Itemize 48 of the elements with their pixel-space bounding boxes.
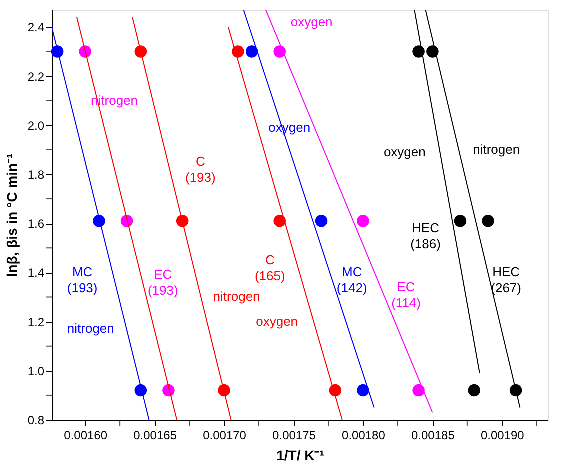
y-tick-label: 1.8 [28,168,45,182]
point [412,46,425,58]
point [315,215,328,228]
x-tick-label: 0.00165 [134,428,178,442]
x-tick-label: 0.00175 [272,428,316,442]
point [218,384,230,397]
point [357,215,370,228]
annotation: nitrogen [213,289,260,304]
annotation: HEC (267) [491,264,522,296]
y-tick-label: 2.4 [28,20,45,35]
x-tick-label: 0.00185 [411,428,456,442]
y-tick-label: 1.0 [28,364,45,378]
x-tick-label: 0.00170 [203,428,247,442]
annotation: C (193) [185,154,216,186]
y-tick-label: 0.8 [28,414,45,428]
annotation: EC (193) [148,267,178,298]
x-tick-label: 0.00160 [64,428,108,442]
x-axis-title: 1/T/ K⁻¹ [276,448,325,464]
point [329,384,342,397]
point [454,215,467,228]
annotation: EC (114) [392,279,421,310]
annotation: oxygen [384,144,426,160]
annotation: oxygen [256,314,298,329]
annotation: nitrogen [67,321,114,336]
y-axis-title: lnβ, βis in °C min⁻¹ [4,153,20,278]
y-tick-label: 1.2 [28,315,45,330]
point [412,384,425,397]
point [93,215,106,228]
y-tick-label: 1.6 [28,217,45,232]
point [274,215,286,228]
point [232,46,244,58]
y-tick-label: 2.0 [28,118,45,133]
annotation: C (165) [254,252,286,284]
annotation: oxygen [290,14,333,30]
x-tick-label: 0.00190 [480,428,525,442]
y-tick-label: 2.2 [28,70,45,84]
x-tick-label: 0.00180 [342,428,386,442]
annotation: nitrogen [473,142,520,157]
y-tick-label: 1.4 [28,266,45,280]
point [468,384,480,397]
point [246,46,258,58]
point [482,215,494,228]
annotation: MC (193) [67,264,98,296]
point [426,46,439,58]
point [357,384,370,397]
point [274,46,286,58]
annotation: HEC (186) [410,220,441,252]
annotation: MC (142) [336,264,368,296]
